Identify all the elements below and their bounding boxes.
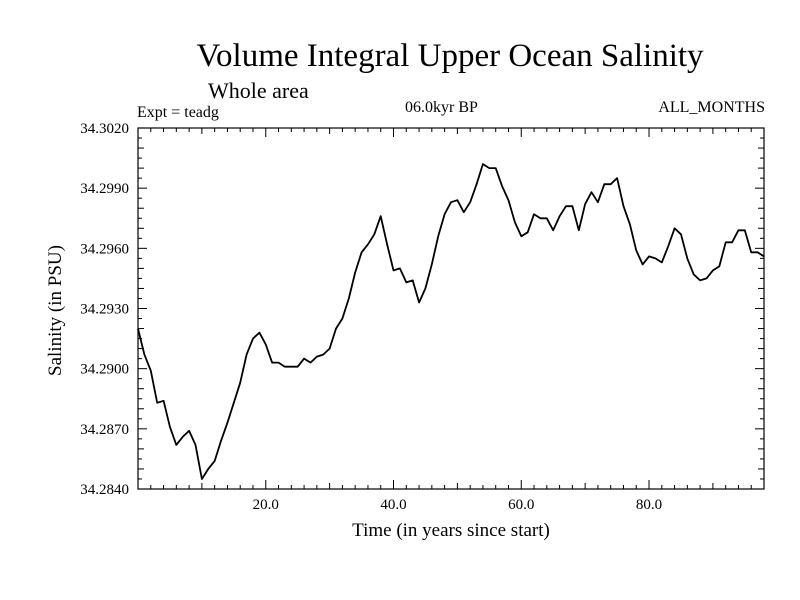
- chart-subtitle: Whole area: [208, 78, 309, 103]
- salinity-series-line: [137, 163, 765, 480]
- x-tick-label: 20.0: [253, 497, 279, 513]
- y-tick-label: 34.2870: [80, 422, 129, 438]
- tick-marks: [138, 127, 764, 490]
- plot-frame: [137, 127, 765, 490]
- x-tick-label: 40.0: [380, 497, 406, 513]
- tick-labels: 34.2840 34.2870 34.2900 34.2930 34.2960 34.29…: [80, 121, 662, 513]
- y-tick-label: 34.2900: [80, 362, 129, 378]
- months-label: ALL_MONTHS: [658, 99, 765, 116]
- experiment-label: Expt = teadg: [137, 104, 219, 121]
- y-tick-label: 34.2990: [80, 181, 129, 197]
- x-tick-label: 80.0: [636, 497, 662, 513]
- y-tick-label: 34.2840: [80, 482, 129, 498]
- y-tick-label: 34.2960: [80, 241, 129, 257]
- y-tick-label: 34.3020: [80, 121, 129, 137]
- x-axis-title: Time (in years since start): [352, 520, 550, 541]
- y-axis-title: Salinity (in PSU): [45, 245, 66, 376]
- chart-title: Volume Integral Upper Ocean Salinity: [196, 38, 704, 74]
- period-label: 06.0kyr BP: [405, 99, 478, 116]
- x-tick-label: 60.0: [508, 497, 534, 513]
- y-tick-label: 34.2930: [80, 302, 129, 318]
